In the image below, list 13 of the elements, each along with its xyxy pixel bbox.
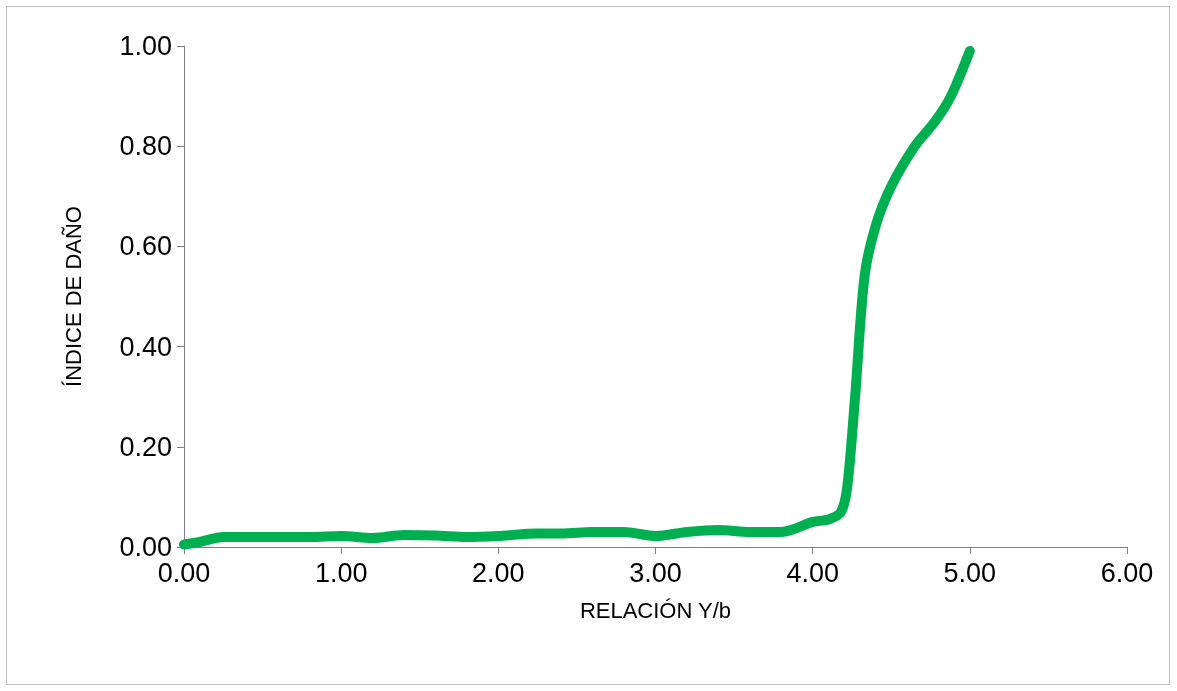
y-tick-label: 0.80 xyxy=(119,131,172,162)
x-tick-label: 6.00 xyxy=(1100,557,1154,588)
x-tick-label: 4.00 xyxy=(786,557,839,588)
y-tick-label: 0.60 xyxy=(119,231,172,262)
x-tick-label: 2.00 xyxy=(472,557,525,588)
x-tick-label: 1.00 xyxy=(314,557,368,588)
y-axis-title: ÍNDICE DE DAÑO xyxy=(60,206,86,387)
x-axis-title: RELACIÓN Y/b xyxy=(579,597,732,623)
x-tick-label: 3.00 xyxy=(629,557,682,588)
y-tick-label: 0.40 xyxy=(119,331,172,362)
y-tick-label: 0.20 xyxy=(119,431,172,462)
y-tick-label: 1.00 xyxy=(119,31,172,61)
x-tick-label: 5.00 xyxy=(943,557,997,588)
